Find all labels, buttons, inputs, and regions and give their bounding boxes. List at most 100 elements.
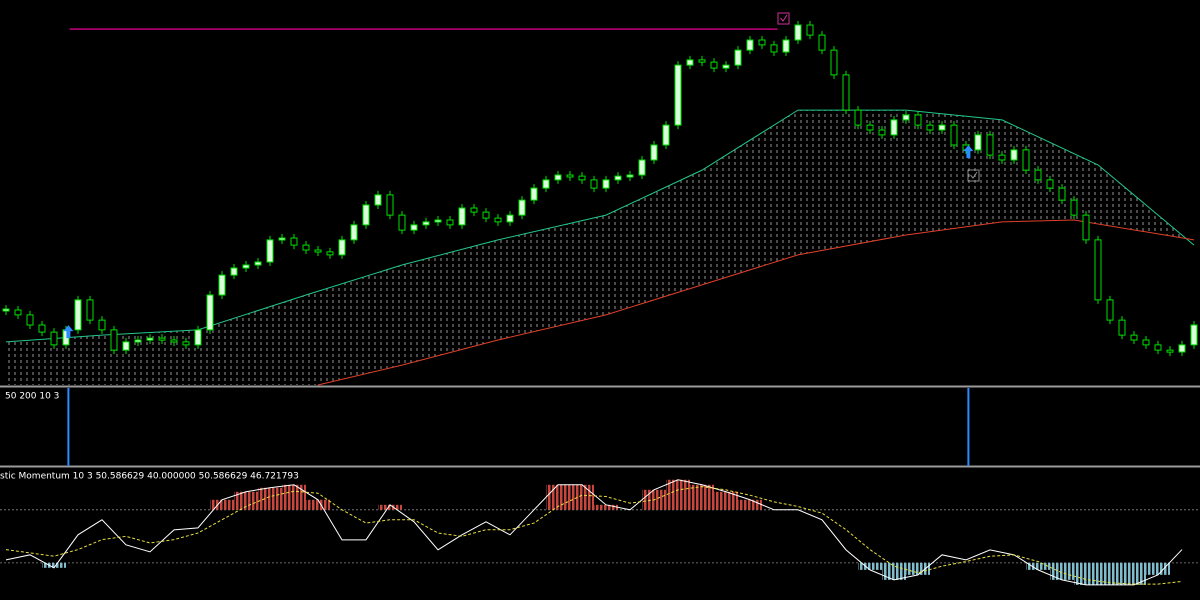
candle [866, 124, 874, 131]
candle [1010, 149, 1018, 161]
indicator-label: 50 200 10 3 [5, 392, 59, 402]
histogram-bar [858, 562, 882, 570]
histogram-bar [42, 562, 66, 568]
candle [686, 59, 694, 66]
candle [350, 224, 358, 241]
histogram-bar [1122, 562, 1146, 585]
ma-band-cover [318, 220, 1194, 385]
candle [38, 324, 46, 333]
candle [326, 251, 334, 256]
histogram-bar [258, 487, 282, 510]
candle [926, 124, 934, 131]
histogram-bar [210, 499, 234, 510]
candle [794, 24, 802, 41]
candle [86, 299, 94, 321]
candle [434, 219, 442, 223]
candle [122, 341, 130, 351]
candle [218, 274, 226, 296]
candle [950, 124, 958, 146]
candle [362, 204, 370, 226]
candle [374, 194, 382, 206]
candle [182, 341, 190, 346]
histogram-bar [546, 484, 570, 510]
candle [1094, 239, 1102, 301]
check-icon [777, 12, 790, 25]
candle [614, 175, 622, 181]
candle [1178, 344, 1186, 353]
candle [974, 134, 982, 151]
histogram-bar [234, 491, 258, 510]
candle [1058, 187, 1066, 201]
candle [1166, 349, 1174, 353]
candle [650, 144, 658, 161]
candle [242, 264, 250, 269]
signal-arrow [963, 145, 974, 159]
candle [1082, 214, 1090, 241]
candle [398, 214, 406, 231]
candle [1034, 169, 1042, 181]
candle [206, 294, 214, 331]
candle [254, 261, 262, 266]
candle [422, 221, 430, 226]
candle [818, 34, 826, 51]
candle [1142, 339, 1150, 346]
candle [518, 199, 526, 216]
candle [734, 49, 742, 66]
candle [806, 24, 814, 36]
histogram-bar [594, 504, 618, 510]
candle [278, 237, 286, 241]
candle [26, 314, 34, 326]
candle [1022, 149, 1030, 171]
candle [1070, 199, 1078, 216]
histogram-bar [1098, 562, 1122, 585]
signal-line [5, 486, 1183, 585]
candle [542, 179, 550, 189]
candle [1118, 319, 1126, 336]
candle [1130, 334, 1138, 341]
candle [830, 49, 838, 76]
candle [386, 194, 394, 216]
moving-average [317, 219, 1195, 386]
histogram-bar [378, 504, 402, 510]
candle [1046, 179, 1054, 189]
candle [662, 124, 670, 146]
histogram-bar [282, 484, 306, 510]
candle [506, 214, 514, 223]
candle [74, 299, 82, 331]
histogram-bar [690, 484, 714, 510]
indicator-label: stic Momentum 10 3 50.586629 40.000000 5… [0, 472, 299, 482]
candle [578, 175, 586, 181]
candle [302, 244, 310, 251]
candle [842, 74, 850, 111]
candle [230, 267, 238, 276]
candle [1106, 299, 1114, 321]
candle [470, 207, 478, 213]
candle [134, 339, 142, 343]
candle [146, 337, 154, 341]
histogram-bar [1050, 562, 1074, 580]
momentum-line [5, 479, 1183, 586]
candle [878, 129, 886, 136]
candle [314, 249, 322, 253]
candle [638, 159, 646, 176]
candle [698, 59, 706, 63]
histogram-bar [714, 491, 738, 510]
histogram-bar [1026, 562, 1050, 570]
candle [938, 124, 946, 131]
candle [902, 114, 910, 121]
candle [998, 154, 1006, 161]
candle [458, 207, 466, 226]
candle [746, 39, 754, 51]
histogram-bar [1146, 562, 1170, 575]
candle [2, 308, 10, 312]
histogram-bar [738, 499, 762, 510]
candle [782, 39, 790, 53]
candle [758, 39, 766, 46]
histogram-bar [906, 562, 930, 575]
candle [554, 174, 562, 181]
candle [290, 237, 298, 246]
candle [710, 61, 718, 69]
candle [626, 174, 634, 178]
